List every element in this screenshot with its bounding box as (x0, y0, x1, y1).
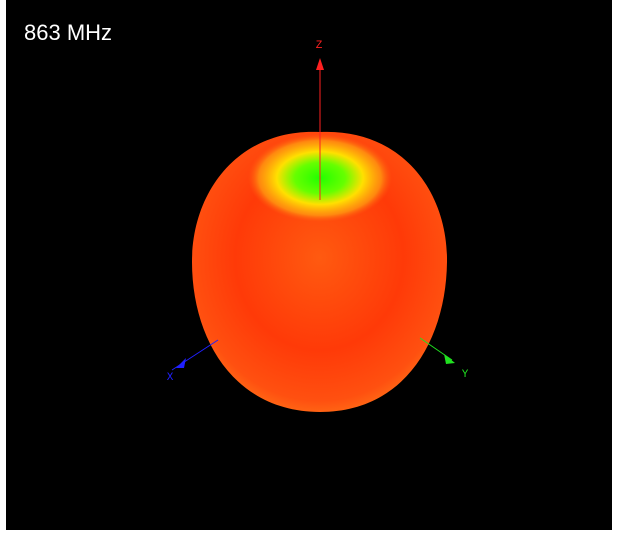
x-axis-label: X (167, 372, 174, 384)
y-axis-arrow (444, 354, 455, 364)
z-axis-label: Z (316, 40, 323, 52)
radiation-pattern (192, 131, 448, 412)
y-axis-label: Y (462, 369, 469, 381)
z-axis-arrow (316, 58, 324, 70)
frequency-label: 863 MHz (24, 20, 112, 45)
x-axis-arrow (176, 358, 186, 368)
